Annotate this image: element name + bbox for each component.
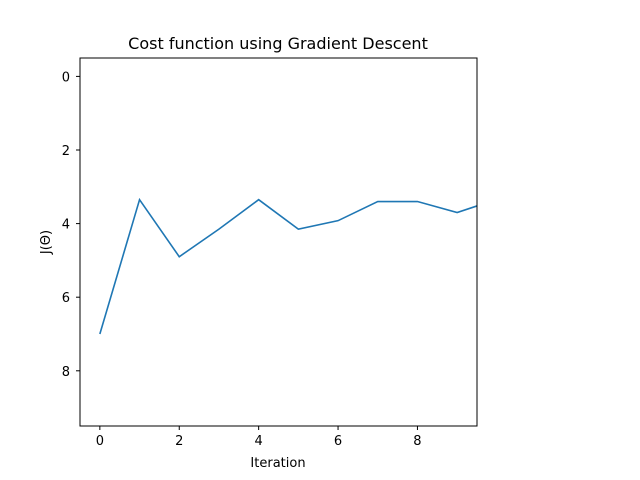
x-tick-label: 2 bbox=[175, 434, 183, 449]
y-axis: 0 2 4 6 8 bbox=[62, 70, 80, 380]
chart-title: Cost function using Gradient Descent bbox=[128, 34, 428, 53]
y-tick-label: 8 bbox=[62, 365, 70, 380]
series-line-0 bbox=[99, 197, 478, 335]
y-axis-label: J(Θ) bbox=[39, 230, 54, 255]
x-tick-label: 8 bbox=[413, 434, 421, 449]
x-axis-label: Iteration bbox=[250, 456, 305, 471]
y-tick-label: 6 bbox=[62, 291, 70, 306]
x-tick-label: 0 bbox=[96, 434, 104, 449]
y-tick-label: 4 bbox=[62, 218, 70, 233]
plot-area bbox=[99, 197, 478, 335]
x-tick-label: 4 bbox=[255, 434, 263, 449]
y-tick-label: 2 bbox=[62, 144, 70, 159]
x-axis: 0 2 4 6 8 bbox=[96, 426, 422, 449]
y-tick-label: 0 bbox=[62, 70, 70, 85]
plot-frame bbox=[79, 57, 478, 427]
x-tick-label: 6 bbox=[334, 434, 342, 449]
